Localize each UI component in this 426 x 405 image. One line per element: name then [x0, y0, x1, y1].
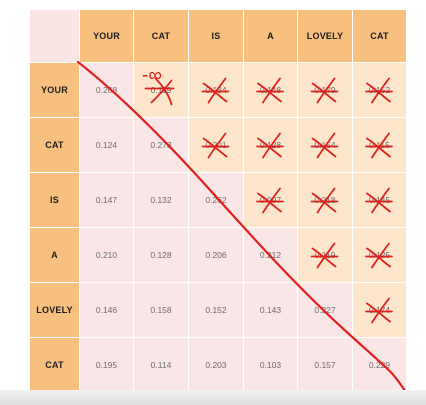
column-header: CAT [134, 10, 189, 63]
attention-score-cell: 0.179 [298, 63, 353, 118]
attention-score-cell: 0.157 [298, 338, 353, 392]
row-header: CAT [30, 338, 80, 392]
attention-score-cell: 0.262 [189, 173, 244, 228]
attention-score-cell: 0.128 [134, 228, 189, 283]
attention-score-cell: 0.203 [189, 338, 244, 392]
attention-score-cell: 0.132 [134, 173, 189, 228]
attention-score-cell: 0.218 [298, 173, 353, 228]
column-header: IS [189, 10, 244, 63]
attention-score-cell: 0.201 [189, 118, 244, 173]
attention-score-cell: 0.114 [134, 338, 189, 392]
row-header: LOVELY [30, 283, 80, 338]
attention-score-cell: 0.128 [244, 118, 298, 173]
attention-score-cell: 0.152 [189, 283, 244, 338]
attention-score-cell: 0.227 [298, 283, 353, 338]
attention-score-cell: 0.134 [189, 63, 244, 118]
attention-score-cell: 0.119 [134, 63, 189, 118]
attention-score-cell: 0.097 [244, 173, 298, 228]
row-header: CAT [30, 118, 80, 173]
attention-score-cell: 0.229 [353, 338, 407, 392]
attention-score-cell: 0.195 [80, 338, 134, 392]
attention-score-cell: 0.212 [244, 228, 298, 283]
attention-score-cell: 0.154 [298, 118, 353, 173]
column-header: CAT [353, 10, 407, 63]
attention-score-cell: 0.103 [244, 338, 298, 392]
attention-score-cell: 0.158 [134, 283, 189, 338]
row-header: IS [30, 173, 80, 228]
attention-score-cell: 0.115 [353, 118, 407, 173]
attention-score-cell: 0.125 [353, 228, 407, 283]
attention-score-cell: 0.143 [244, 283, 298, 338]
matrix-corner [30, 10, 80, 63]
attention-score-cell: 0.124 [80, 118, 134, 173]
column-header: LOVELY [298, 10, 353, 63]
attention-score-cell: 0.145 [353, 173, 407, 228]
attention-score-cell: 0.210 [80, 228, 134, 283]
attention-score-cell: 0.268 [80, 63, 134, 118]
attention-score-cell: 0.152 [353, 63, 407, 118]
attention-score-cell: 0.147 [80, 173, 134, 228]
column-header: YOUR [80, 10, 134, 63]
attention-score-cell: 0.206 [189, 228, 244, 283]
attention-score-cell: 0.119 [298, 228, 353, 283]
attention-score-cell: 0.278 [134, 118, 189, 173]
attention-score-cell: 0.148 [244, 63, 298, 118]
column-header: A [244, 10, 298, 63]
bottom-bar [0, 390, 426, 405]
attention-score-cell: 0.174 [353, 283, 407, 338]
attention-score-cell: 0.146 [80, 283, 134, 338]
row-header: YOUR [30, 63, 80, 118]
row-header: A [30, 228, 80, 283]
